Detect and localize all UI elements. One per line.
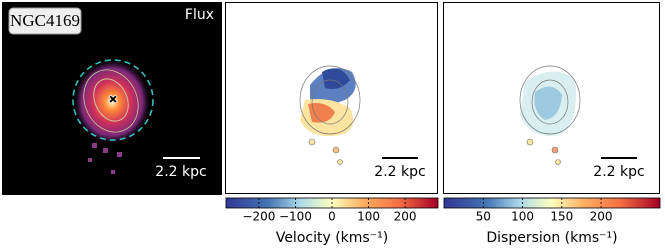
panel-title: Flux bbox=[185, 7, 214, 23]
label-box bbox=[8, 7, 82, 35]
colorbar-tick-label: 200 bbox=[590, 210, 613, 224]
colorbar-tick-label: −100 bbox=[279, 210, 312, 224]
velocity-map bbox=[299, 65, 361, 165]
galaxy-label: NGC4169 bbox=[10, 11, 80, 30]
colorbar-tick-label: 50 bbox=[476, 210, 491, 224]
dispersion-map bbox=[519, 65, 581, 165]
scale-bar-label: 2.2 kpc bbox=[155, 164, 206, 180]
colorbar-tick-label: 100 bbox=[511, 210, 534, 224]
contour bbox=[83, 69, 139, 133]
colorbar-tick-label: 200 bbox=[394, 210, 417, 224]
colorbar-label: Velocity (kms⁻¹) bbox=[276, 230, 388, 246]
scale-bar-label: 2.2 kpc bbox=[593, 164, 644, 180]
colorbar-label: Dispersion (kms⁻¹) bbox=[486, 230, 617, 246]
contour bbox=[93, 78, 129, 122]
flux-speckles bbox=[88, 143, 122, 174]
flux-image bbox=[74, 60, 150, 144]
colorbar bbox=[443, 197, 661, 209]
scale-bar-label: 2.2 kpc bbox=[374, 164, 425, 180]
colorbar-tick-label: 100 bbox=[357, 210, 380, 224]
aperture bbox=[72, 59, 154, 141]
colorbar-tick-label: 150 bbox=[550, 210, 573, 224]
colorbar-tick-label: 0 bbox=[328, 210, 336, 224]
center-marker: ✖ bbox=[108, 93, 118, 107]
colorbar-tick-label: −200 bbox=[242, 210, 275, 224]
